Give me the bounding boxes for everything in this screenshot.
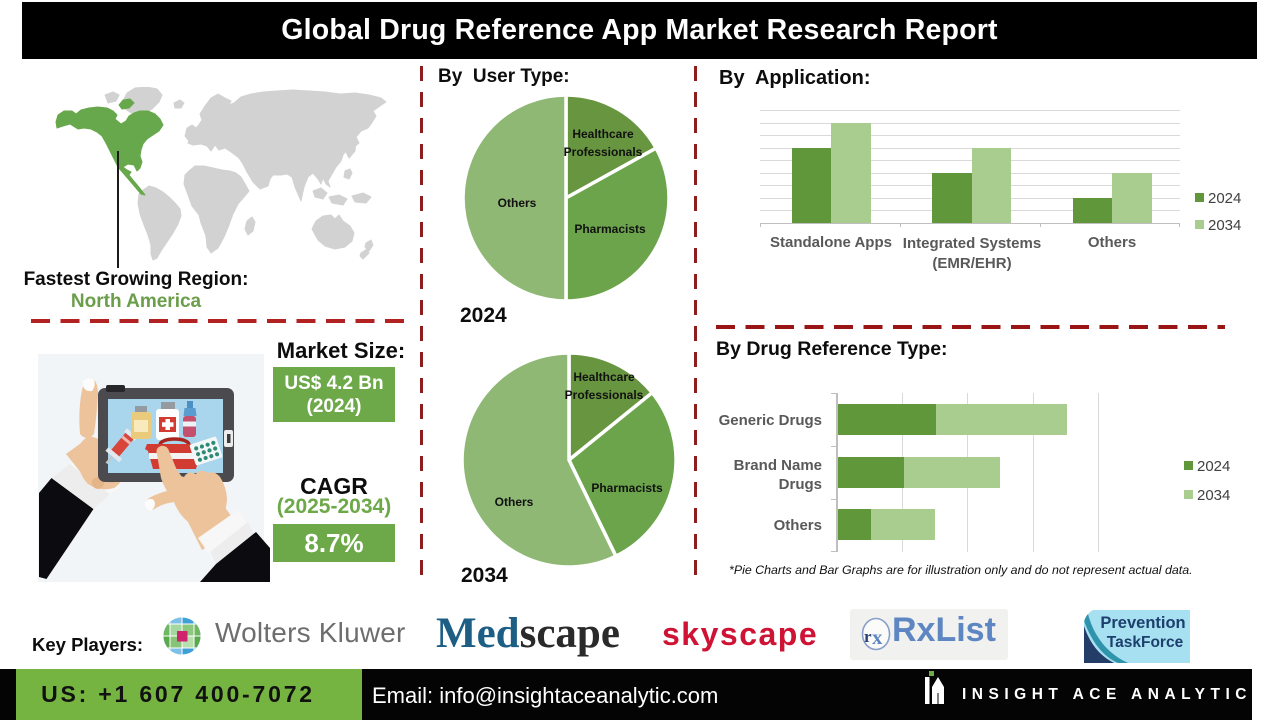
svg-text:r: r (864, 627, 872, 646)
svg-text:x: x (872, 625, 883, 649)
